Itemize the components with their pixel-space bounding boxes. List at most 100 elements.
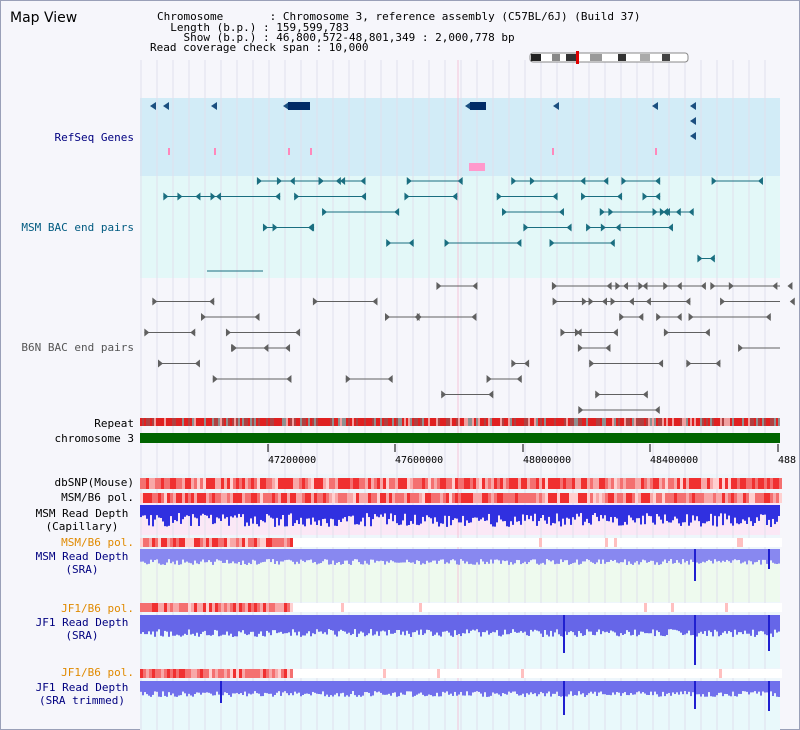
polymorphism-cell bbox=[302, 493, 305, 503]
read-depth-bar bbox=[572, 505, 574, 518]
read-depth-bar bbox=[526, 615, 528, 636]
polymorphism-cell bbox=[182, 478, 185, 489]
bac-end bbox=[511, 177, 517, 185]
read-depth-bar bbox=[366, 505, 368, 514]
read-depth-bar bbox=[664, 549, 666, 560]
read-depth-bar bbox=[434, 505, 436, 518]
read-depth-bar bbox=[664, 681, 666, 697]
repeat-segment bbox=[320, 418, 322, 426]
repeat-segment bbox=[470, 418, 472, 426]
repeat-segment bbox=[404, 418, 406, 426]
polymorphism-cell bbox=[374, 669, 377, 678]
polymorphism-cell bbox=[272, 478, 275, 489]
read-depth-bar bbox=[332, 681, 334, 697]
read-depth-bar bbox=[740, 549, 742, 564]
read-depth-bar bbox=[188, 549, 190, 563]
polymorphism-cell bbox=[671, 669, 674, 678]
polymorphism-cell bbox=[755, 493, 758, 503]
polymorphism-cell bbox=[173, 603, 176, 612]
polymorphism-cell bbox=[209, 478, 212, 489]
track-label-b6n-bac[interactable]: B6N BAC end pairs bbox=[21, 341, 134, 354]
track-label-msm-bac[interactable]: MSM BAC end pairs bbox=[21, 221, 134, 234]
read-depth-bar bbox=[372, 549, 374, 560]
polymorphism-cell bbox=[662, 493, 665, 503]
polymorphism-cell bbox=[395, 669, 398, 678]
polymorphism-cell bbox=[467, 538, 470, 547]
polymorphism-cell bbox=[284, 669, 287, 678]
polymorphism-cell bbox=[524, 478, 527, 489]
polymorphism-cell bbox=[479, 538, 482, 547]
read-depth-bar bbox=[188, 681, 190, 694]
polymorphism-cell bbox=[383, 478, 386, 489]
repeat-segment bbox=[350, 418, 352, 426]
read-depth-bar bbox=[648, 681, 650, 696]
read-depth-bar bbox=[722, 549, 724, 561]
read-depth-bar bbox=[480, 549, 482, 560]
read-depth-bar bbox=[156, 549, 158, 560]
polymorphism-cell bbox=[509, 603, 512, 612]
repeat-segment bbox=[578, 418, 580, 426]
read-depth-bar bbox=[152, 615, 154, 632]
polymorphism-cell bbox=[644, 478, 647, 489]
read-depth-bar bbox=[444, 615, 446, 632]
polymorphism-cell bbox=[425, 669, 428, 678]
read-depth-bar bbox=[644, 615, 646, 634]
polymorphism-cell bbox=[215, 669, 218, 678]
read-depth-bar bbox=[348, 505, 350, 517]
repeat-segment bbox=[696, 418, 698, 426]
polymorphism-cell bbox=[473, 493, 476, 503]
read-depth-bar bbox=[636, 505, 638, 519]
read-depth-bar bbox=[142, 505, 144, 516]
read-depth-bar bbox=[566, 505, 568, 518]
polymorphism-cell bbox=[239, 493, 242, 503]
repeat-segment bbox=[706, 418, 708, 426]
read-depth-bar bbox=[712, 549, 714, 564]
read-depth-bar bbox=[634, 505, 636, 523]
read-depth-bar bbox=[444, 505, 446, 516]
read-depth-bar bbox=[752, 549, 754, 565]
repeat-segment bbox=[406, 418, 408, 426]
read-depth-bar bbox=[292, 615, 294, 630]
polymorphism-cell bbox=[632, 493, 635, 503]
read-depth-bar bbox=[202, 549, 204, 560]
repeat-segment bbox=[658, 418, 660, 426]
polymorphism-cell bbox=[764, 493, 767, 503]
read-depth-bar bbox=[140, 615, 142, 634]
read-depth-bar bbox=[420, 615, 422, 630]
polymorphism-cell bbox=[515, 478, 518, 489]
repeat-segment bbox=[504, 418, 506, 426]
bac-end bbox=[581, 192, 587, 201]
read-depth-bar bbox=[158, 549, 160, 564]
polymorphism-cell bbox=[329, 603, 332, 612]
read-depth-bar bbox=[606, 615, 608, 632]
read-depth-bar bbox=[332, 549, 334, 561]
polymorphism-cell bbox=[287, 669, 290, 678]
repeat-segment bbox=[190, 418, 192, 426]
polymorphism-cell bbox=[596, 538, 599, 547]
track-label-msm-depth-capillary-sub: (Capillary) bbox=[45, 520, 119, 533]
read-depth-bar bbox=[344, 681, 346, 697]
polymorphism-cell bbox=[587, 493, 590, 503]
repeat-segment bbox=[342, 418, 344, 426]
read-depth-bar bbox=[708, 549, 710, 560]
polymorphism-cell bbox=[314, 603, 317, 612]
read-depth-bar bbox=[294, 615, 296, 633]
read-depth-bar bbox=[416, 549, 418, 561]
track-label-refseq[interactable]: RefSeq Genes bbox=[54, 131, 134, 144]
polymorphism-cell bbox=[593, 493, 596, 503]
read-depth-bar bbox=[354, 681, 356, 696]
read-depth-bar bbox=[448, 505, 450, 516]
polymorphism-cell bbox=[302, 603, 305, 612]
read-depth-bar bbox=[442, 615, 444, 632]
polymorphism-cell bbox=[464, 669, 467, 678]
repeat-segment bbox=[366, 418, 368, 426]
polymorphism-cell bbox=[719, 538, 722, 547]
bac-end bbox=[488, 390, 494, 399]
polymorphism-cell bbox=[293, 603, 296, 612]
read-depth-bar bbox=[608, 549, 610, 562]
polymorphism-cell bbox=[650, 538, 653, 547]
read-depth-bar bbox=[756, 549, 758, 562]
polymorphism-cell bbox=[188, 493, 191, 503]
polymorphism-cell bbox=[371, 538, 374, 547]
